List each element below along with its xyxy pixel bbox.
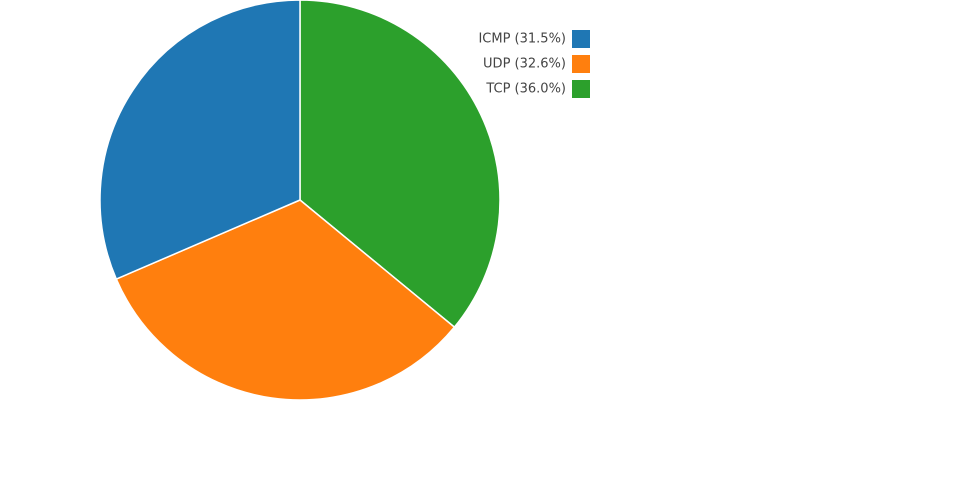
legend-label[interactable]: ICMP (31.5%)	[478, 32, 566, 47]
legend-swatch[interactable]	[572, 30, 590, 48]
pie-slice	[115, 199, 456, 401]
legend-swatch[interactable]	[572, 55, 590, 73]
legend-label[interactable]: TCP (36.0%)	[485, 82, 566, 97]
pie-slice	[99, 0, 301, 281]
pie-slice	[299, 0, 501, 329]
legend-label[interactable]: UDP (32.6%)	[483, 57, 566, 72]
legend-swatch[interactable]	[572, 80, 590, 98]
